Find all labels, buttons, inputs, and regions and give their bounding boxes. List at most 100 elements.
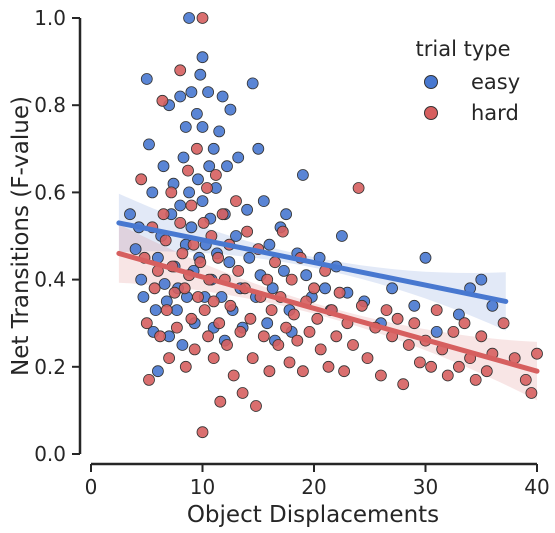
- point-easy: [263, 238, 276, 251]
- point-hard: [192, 291, 204, 303]
- x-tick-label: 30: [413, 475, 438, 499]
- point-easy: [143, 138, 155, 151]
- legend-label-easy: easy: [471, 70, 520, 94]
- point-easy: [192, 173, 204, 186]
- point-hard: [413, 356, 426, 369]
- point-easy: [216, 90, 229, 103]
- point-hard: [308, 282, 320, 295]
- point-easy: [207, 142, 220, 155]
- point-hard: [441, 369, 454, 382]
- point-easy: [280, 208, 293, 221]
- x-tick-label: 40: [524, 475, 549, 499]
- point-hard: [178, 282, 191, 295]
- point-hard: [525, 387, 538, 399]
- point-hard: [207, 352, 220, 365]
- point-easy: [261, 317, 274, 330]
- point-hard: [285, 273, 298, 286]
- point-hard: [333, 286, 346, 299]
- point-easy: [196, 195, 209, 208]
- point-easy: [129, 243, 142, 256]
- regression-line-easy: [116, 220, 509, 304]
- point-easy: [135, 273, 148, 286]
- point-hard: [188, 343, 201, 356]
- point-hard: [185, 199, 198, 212]
- point-hard: [374, 369, 387, 382]
- legend-marker-hard: [424, 106, 438, 120]
- point-hard: [361, 352, 374, 365]
- point-easy: [202, 86, 215, 98]
- point-hard: [227, 369, 240, 382]
- point-hard: [408, 317, 421, 330]
- point-easy: [452, 308, 465, 321]
- point-hard: [322, 360, 335, 373]
- point-easy: [246, 77, 259, 90]
- point-hard: [157, 208, 170, 221]
- point-easy: [190, 108, 203, 120]
- point-hard: [261, 273, 274, 286]
- point-hard: [168, 286, 181, 299]
- x-tick-label: 0: [85, 475, 98, 499]
- point-easy: [319, 282, 332, 295]
- point-easy: [149, 304, 162, 317]
- point-easy: [230, 230, 242, 242]
- point-hard: [458, 317, 471, 330]
- point-easy: [183, 186, 196, 199]
- point-easy: [266, 282, 279, 295]
- point-easy: [170, 304, 183, 317]
- point-easy: [257, 195, 270, 208]
- point-hard: [314, 343, 327, 356]
- x-axis-ticks: 0 10 20 30 40: [85, 464, 550, 499]
- point-easy: [408, 299, 421, 312]
- point-easy: [223, 256, 236, 269]
- point-easy: [241, 203, 254, 216]
- point-hard: [380, 304, 393, 317]
- point-hard: [263, 365, 276, 378]
- point-hard: [163, 352, 176, 365]
- point-hard: [202, 330, 215, 343]
- point-hard: [425, 360, 438, 373]
- point-hard: [224, 299, 237, 312]
- point-easy: [221, 160, 233, 173]
- point-easy: [232, 151, 245, 164]
- point-hard: [197, 216, 210, 229]
- point-hard: [160, 304, 173, 317]
- y-tick-label: 0.6: [34, 180, 66, 204]
- point-hard: [244, 312, 257, 325]
- y-axis-ticks: 0.0 0.2 0.4 0.6 0.8 1.0: [34, 6, 80, 466]
- point-hard: [291, 334, 304, 347]
- point-hard: [287, 308, 300, 321]
- point-hard: [257, 330, 270, 343]
- point-easy: [158, 278, 171, 290]
- point-easy: [386, 282, 399, 295]
- point-hard: [276, 225, 289, 238]
- point-easy: [185, 221, 198, 234]
- point-hard: [497, 317, 510, 330]
- y-axis-label: Net Transitions (F-value): [8, 96, 34, 376]
- point-hard: [214, 395, 227, 408]
- point-hard: [352, 182, 365, 194]
- point-hard: [140, 317, 153, 330]
- point-hard: [176, 247, 189, 260]
- point-hard: [269, 256, 281, 269]
- point-easy: [300, 269, 313, 282]
- point-hard: [246, 352, 259, 365]
- point-hard: [213, 317, 226, 330]
- point-easy: [296, 169, 309, 181]
- point-hard: [234, 325, 247, 338]
- point-hard: [469, 373, 482, 386]
- y-tick-label: 1.0: [34, 6, 66, 30]
- point-hard: [430, 304, 443, 317]
- point-easy: [185, 86, 198, 98]
- point-hard: [452, 360, 465, 373]
- point-hard: [236, 387, 249, 399]
- point-hard: [311, 312, 324, 325]
- y-tick-label: 0.4: [34, 268, 66, 292]
- point-hard: [283, 356, 296, 369]
- point-easy: [196, 121, 209, 133]
- point-easy: [252, 142, 265, 155]
- point-easy: [203, 160, 216, 173]
- point-hard: [531, 347, 543, 360]
- point-hard: [174, 64, 187, 77]
- point-hard: [135, 173, 148, 186]
